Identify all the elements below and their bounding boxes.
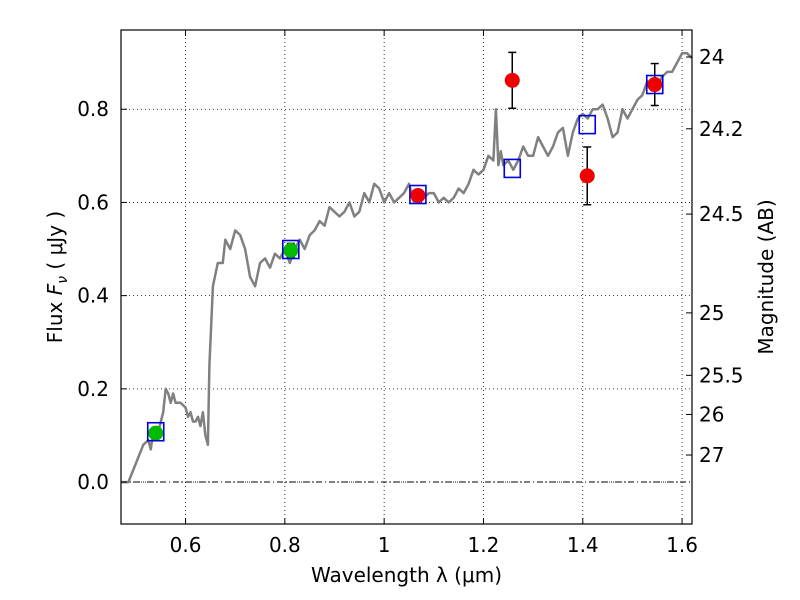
x-tick-label: 1.4 — [567, 533, 599, 557]
model-flux-square — [578, 114, 597, 135]
right-tick-label: 27 — [699, 443, 724, 467]
y-axis-label-suffix: ( μJy ) — [43, 211, 67, 276]
y-tick-label: 0.8 — [77, 97, 109, 121]
axes-layer: 0.6 0.8 1 1.2 1.4 1.6 0.0 0.2 0.4 0.6 0.8 24 24.2 24.… — [77, 30, 744, 557]
observed-flux-point — [579, 168, 595, 184]
observed-flux-point — [647, 77, 663, 93]
observed-flux-point — [410, 187, 426, 203]
observed-flux-point — [148, 425, 164, 441]
plot-frame — [120, 29, 693, 525]
x-tick-label: 1.2 — [468, 533, 500, 557]
y-axis-label-symbol: F — [43, 283, 67, 295]
right-tick-label: 24 — [699, 45, 724, 69]
x-tick-label: 1.6 — [666, 533, 698, 557]
y-tick-label: 0.4 — [77, 284, 109, 308]
model-flux-square — [282, 239, 300, 260]
y-tick-label: 0.0 — [77, 470, 109, 494]
x-axis-label: Wavelength λ (μm) — [311, 563, 502, 587]
x-tick-label: 0.6 — [170, 533, 202, 557]
y-tick-label: 0.6 — [77, 190, 109, 214]
model-flux-square — [503, 158, 522, 179]
right-y-axis-label: Magnitude (AB) — [754, 199, 778, 354]
right-tick-label: 24.2 — [699, 117, 744, 141]
observed-flux-point — [283, 242, 299, 258]
sed-template-line — [121, 52, 693, 484]
y-tick-label: 0.2 — [77, 377, 109, 401]
right-tick-label: 25.5 — [699, 363, 744, 387]
model-flux-square — [645, 74, 664, 95]
y-axis-label: Flux Fν ( μJy ) — [43, 211, 71, 343]
x-tick-label: 0.8 — [269, 533, 301, 557]
right-tick-label: 26 — [699, 402, 724, 426]
model-flux-square — [409, 184, 427, 205]
right-tick-label: 24.5 — [699, 202, 744, 226]
y-axis-label-prefix: Flux — [43, 295, 67, 343]
model-flux-square — [146, 421, 165, 442]
y-axis-label-subscript: ν — [55, 276, 71, 284]
x-tick-label: 1 — [378, 533, 391, 557]
right-tick-label: 25 — [699, 301, 724, 325]
series-layer — [121, 51, 693, 484]
observed-flux-point — [504, 72, 520, 88]
